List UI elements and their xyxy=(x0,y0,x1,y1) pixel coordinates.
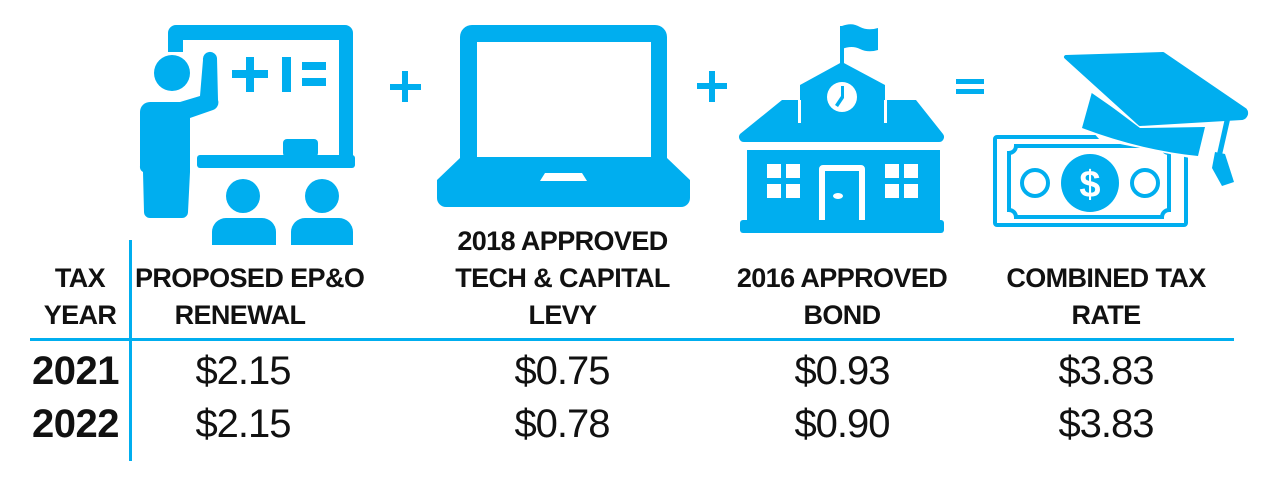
cell-combined: $3.83 xyxy=(1058,402,1154,446)
header-levy-line2: TECH & CAPITAL xyxy=(455,263,670,293)
cell-epo: $2.15 xyxy=(195,402,291,446)
cell-bond: $0.93 xyxy=(794,349,890,393)
money-graduation-cap-icon: $ xyxy=(993,52,1249,227)
header-epo-line2: RENEWAL xyxy=(174,300,306,330)
cell-bond: $0.90 xyxy=(794,402,890,446)
laptop-icon xyxy=(437,25,690,207)
year-column-divider-line xyxy=(129,240,132,461)
header-tax-year: TAX YEAR xyxy=(30,260,130,334)
cell-levy: $0.78 xyxy=(514,402,610,446)
header-bond-line2: BOND xyxy=(803,300,881,330)
equals-operator-icon xyxy=(956,79,984,94)
row-year: 2021 xyxy=(32,349,119,393)
header-bond-line1: 2016 APPROVED xyxy=(736,263,948,293)
school-building-icon xyxy=(738,24,944,233)
header-approved-bond: 2016 APPROVED BOND xyxy=(722,260,962,334)
header-tech-capital-levy: 2018 APPROVED TECH & CAPITAL LEVY xyxy=(440,223,685,334)
header-divider-line xyxy=(30,338,1234,341)
cell-epo: $2.15 xyxy=(195,349,291,393)
header-levy-line1: 2018 APPROVED xyxy=(457,226,668,256)
svg-text:$: $ xyxy=(1079,164,1100,206)
header-combined-line2: RATE xyxy=(1071,300,1141,330)
header-combined-tax-rate: COMBINED TAX RATE xyxy=(990,260,1222,334)
header-tax-year-line2: YEAR xyxy=(43,300,117,330)
header-combined-line1: COMBINED TAX xyxy=(1006,263,1206,293)
plus-operator-icon xyxy=(390,71,421,102)
header-epo-line1: PROPOSED EP&O xyxy=(135,263,365,293)
header-tax-year-line1: TAX xyxy=(54,263,106,293)
header-levy-line3: LEVY xyxy=(528,300,597,330)
teacher-classroom-icon xyxy=(139,25,355,245)
plus-operator-icon xyxy=(697,71,727,102)
row-year: 2022 xyxy=(32,402,119,446)
icon-row: $ xyxy=(139,24,1249,245)
cell-combined: $3.83 xyxy=(1058,349,1154,393)
cell-levy: $0.75 xyxy=(514,349,610,393)
header-epo-renewal: PROPOSED EP&O RENEWAL xyxy=(135,260,365,334)
